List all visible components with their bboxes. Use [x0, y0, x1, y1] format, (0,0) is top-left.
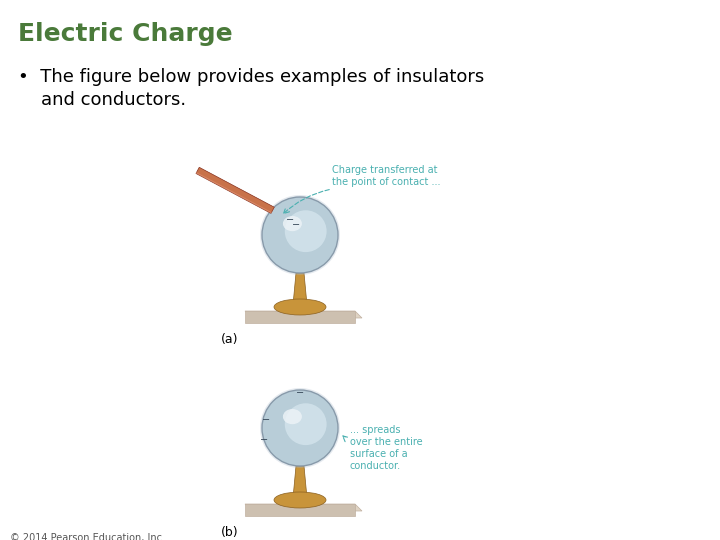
Text: −: −	[262, 415, 270, 425]
Text: over the entire: over the entire	[350, 437, 423, 447]
Ellipse shape	[274, 492, 326, 508]
Text: −: −	[296, 388, 304, 398]
Ellipse shape	[260, 388, 340, 468]
Polygon shape	[245, 311, 355, 323]
Text: the point of contact ...: the point of contact ...	[332, 177, 441, 187]
Text: Electric Charge: Electric Charge	[18, 22, 233, 46]
Text: −: −	[286, 215, 294, 225]
Text: surface of a: surface of a	[350, 449, 408, 459]
Text: −: −	[260, 435, 268, 445]
Text: ... spreads: ... spreads	[350, 425, 400, 435]
Ellipse shape	[285, 210, 327, 252]
Polygon shape	[293, 273, 307, 305]
Ellipse shape	[262, 197, 338, 273]
Ellipse shape	[260, 195, 340, 275]
Polygon shape	[293, 466, 307, 498]
Ellipse shape	[283, 216, 302, 231]
Ellipse shape	[262, 390, 338, 466]
Polygon shape	[245, 504, 362, 511]
Text: conductor.: conductor.	[350, 461, 401, 471]
Polygon shape	[196, 172, 271, 213]
Ellipse shape	[285, 403, 327, 445]
Polygon shape	[196, 167, 274, 213]
Ellipse shape	[274, 299, 326, 315]
Ellipse shape	[283, 409, 302, 424]
Text: −: −	[292, 220, 300, 230]
Text: and conductors.: and conductors.	[18, 91, 186, 109]
Text: © 2014 Pearson Education, Inc.: © 2014 Pearson Education, Inc.	[10, 533, 165, 540]
Text: (a): (a)	[221, 333, 239, 346]
Text: •  The figure below provides examples of insulators: • The figure below provides examples of …	[18, 68, 485, 86]
Text: (b): (b)	[221, 526, 239, 539]
Polygon shape	[245, 504, 355, 516]
Text: Charge transferred at: Charge transferred at	[332, 165, 438, 175]
Polygon shape	[197, 167, 274, 211]
Polygon shape	[245, 311, 362, 318]
